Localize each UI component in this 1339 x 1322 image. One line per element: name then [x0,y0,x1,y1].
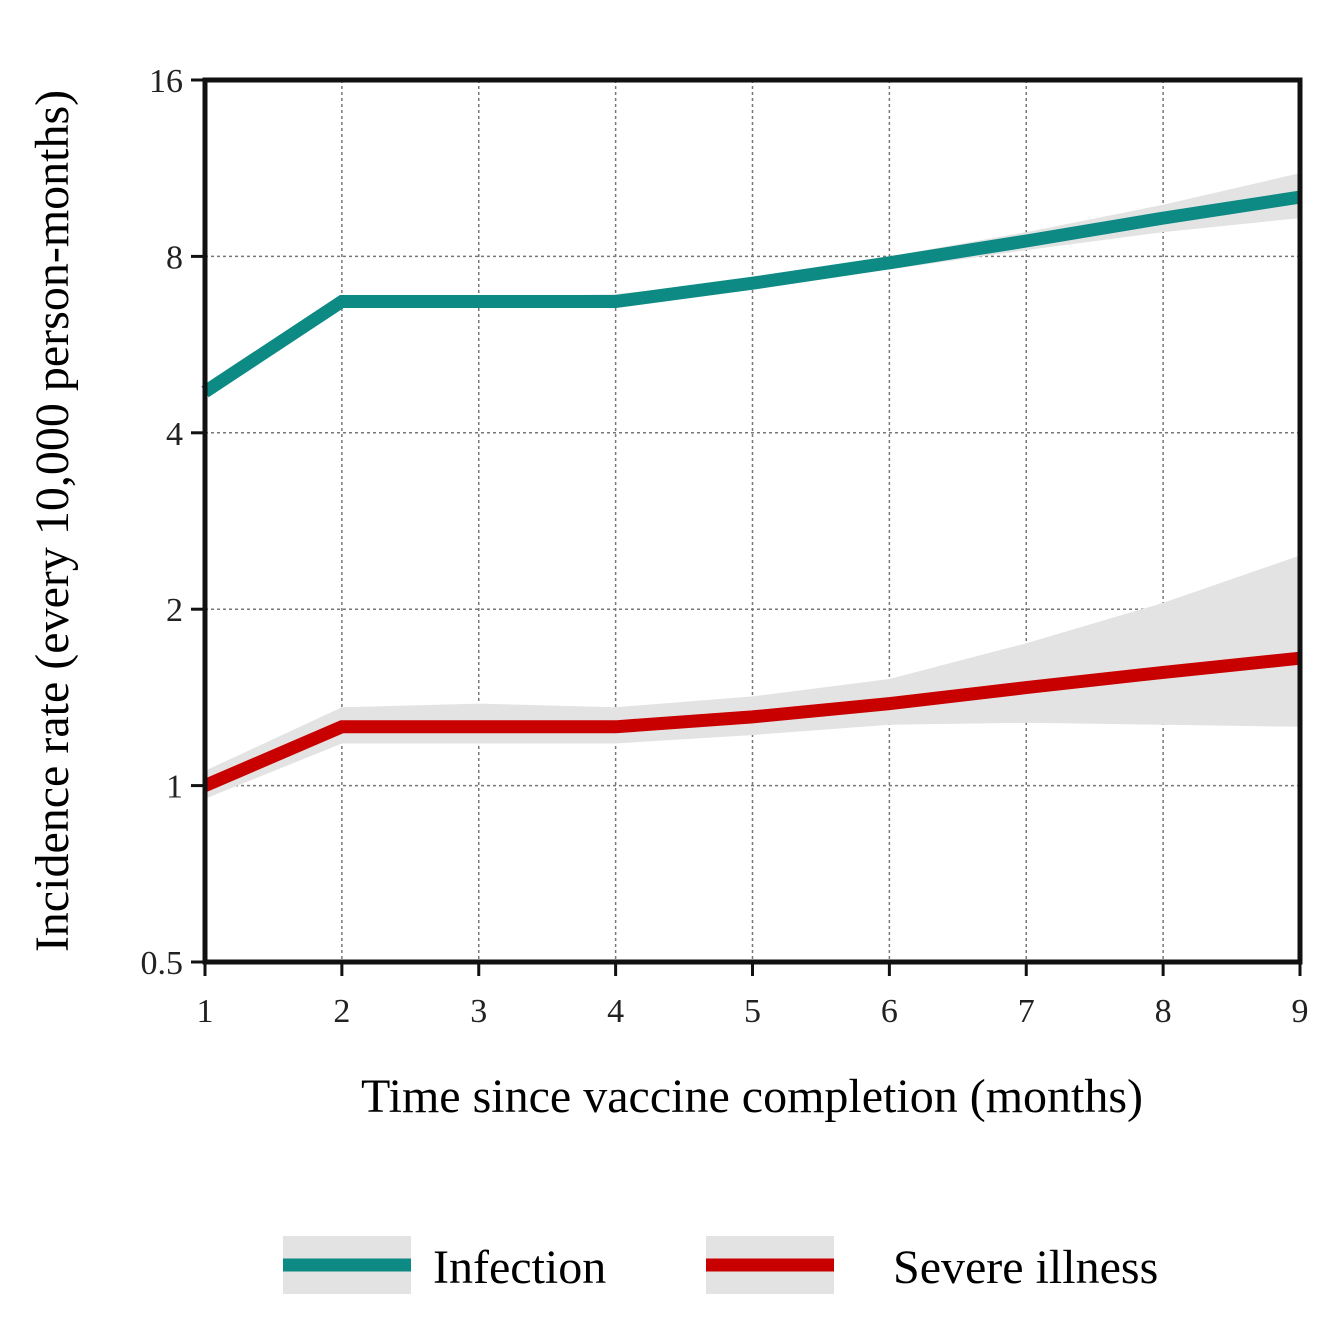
data-point [752,282,753,284]
y-tick-label: 4 [166,416,183,453]
data-point [752,716,753,718]
y-tick-label: 0.5 [141,945,184,982]
data-point [1162,671,1164,673]
data-point [341,726,343,728]
confidence-band [205,555,1300,799]
data-point [615,726,617,728]
data-point [1025,687,1027,689]
x-tick-label: 1 [197,993,214,1030]
x-axis-title: Time since vaccine completion (months) [361,1070,1143,1123]
x-tick-label: 4 [607,993,624,1030]
y-tick-label: 16 [149,63,183,100]
series-lines [201,190,1301,792]
legend: Infection Severe illness [283,1236,1158,1294]
x-tick-label: 9 [1292,993,1309,1030]
x-tick-label: 8 [1155,993,1172,1030]
x-axis-ticks: 1 2 3 4 5 6 7 8 9 [197,962,1309,1030]
x-tick-label: 6 [881,993,898,1030]
x-tick-label: 7 [1018,993,1035,1030]
x-tick-label: 2 [333,993,350,1030]
x-tick-label: 3 [470,993,487,1030]
y-tick-label: 1 [166,769,183,806]
data-point [888,703,890,705]
data-point [341,301,343,302]
x-tick-label: 5 [744,993,761,1030]
data-point [1025,240,1027,242]
y-tick-label: 8 [166,239,183,276]
data-point [478,301,480,302]
data-point [478,726,480,728]
data-point [888,262,890,264]
legend-label: Severe illness [893,1241,1158,1294]
y-tick-label: 2 [166,592,183,629]
y-axis-ticks: 0.5 1 2 4 8 16 [141,63,205,982]
legend-label: Infection [433,1241,606,1294]
data-point [615,301,617,302]
data-point [1162,217,1164,219]
y-axis-title: Incidence rate (every 10,000 person-mont… [26,90,79,952]
